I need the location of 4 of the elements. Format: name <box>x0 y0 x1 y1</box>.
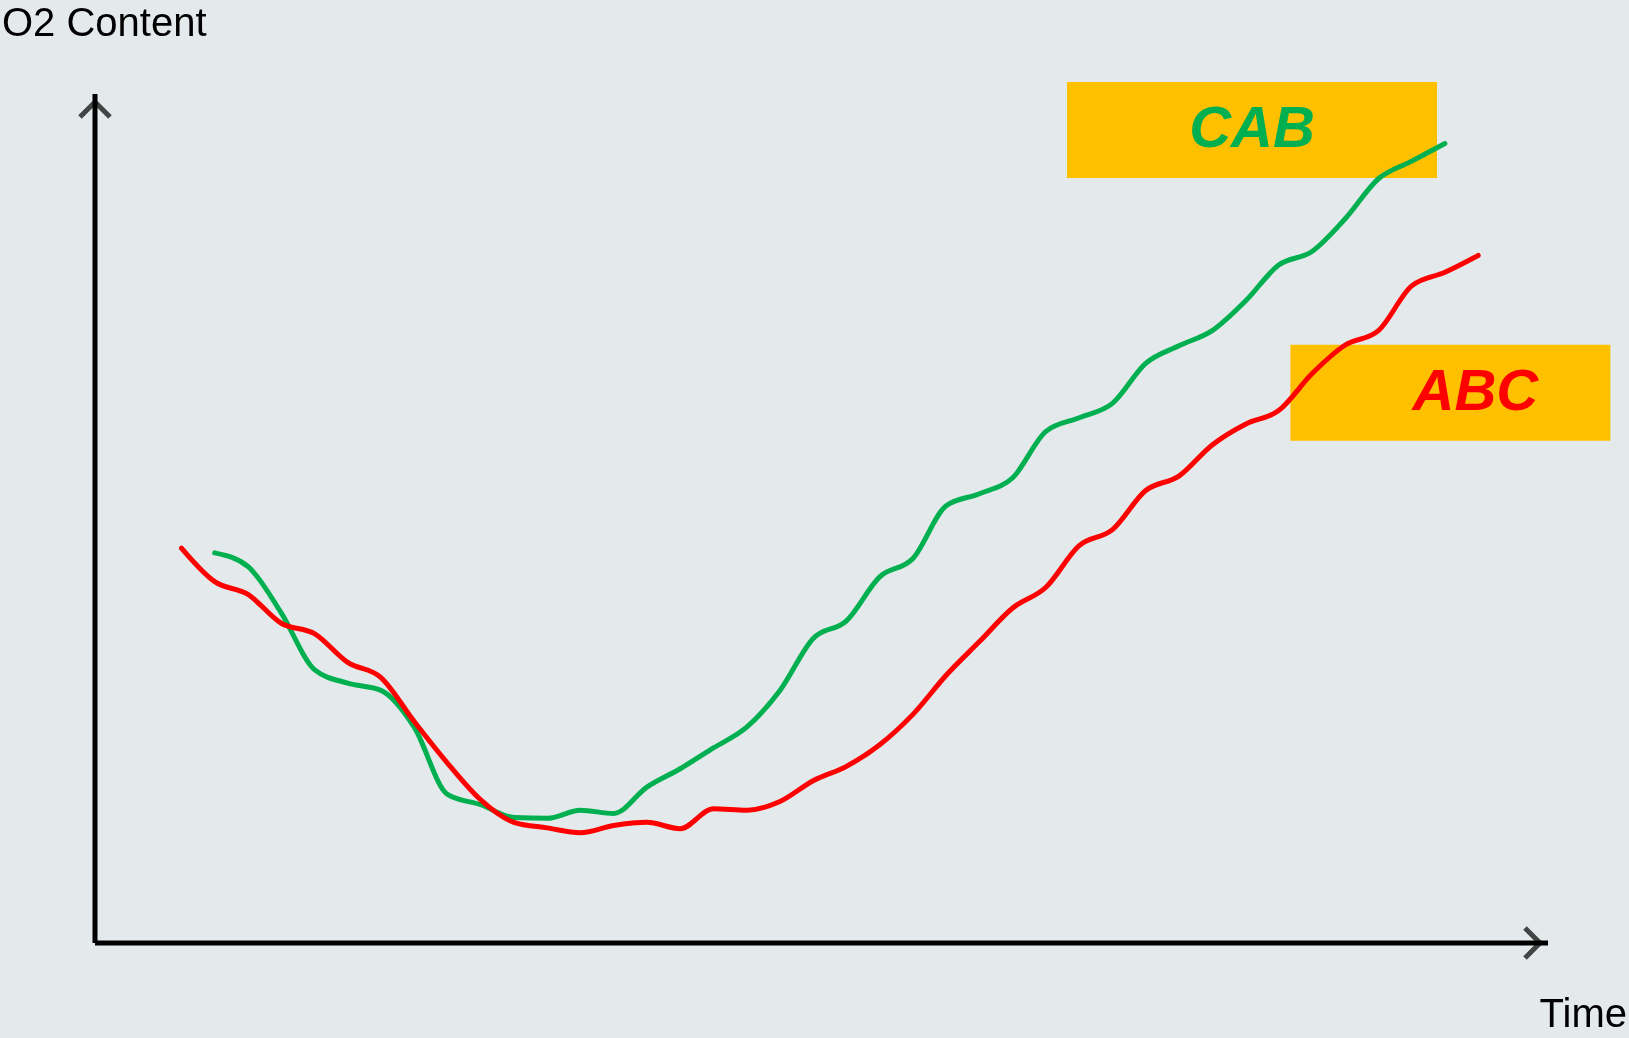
x-axis-title: Time <box>1539 991 1627 1035</box>
series-label: ABC <box>1410 356 1540 422</box>
y-axis-title: O2 Content <box>2 0 207 44</box>
series-label: CAB <box>1189 93 1315 159</box>
